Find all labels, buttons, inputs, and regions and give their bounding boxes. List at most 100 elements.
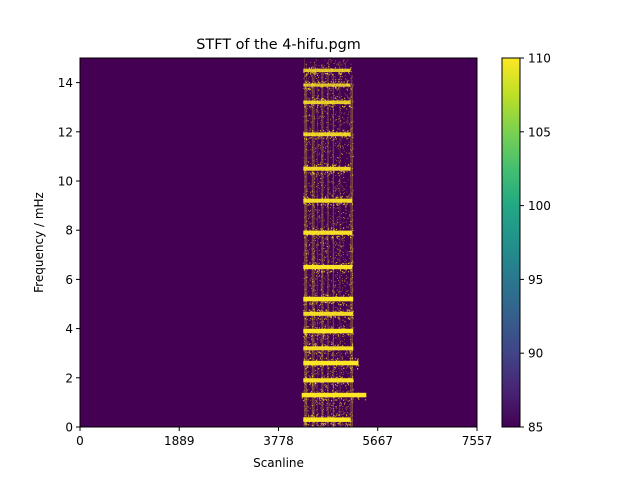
speckle xyxy=(309,198,311,199)
band-speckle xyxy=(309,383,311,385)
speckle xyxy=(338,423,340,425)
speckle xyxy=(332,227,334,228)
band-speckle xyxy=(348,380,350,382)
band-speckle xyxy=(352,333,354,335)
speckle xyxy=(309,302,311,303)
speckle xyxy=(334,284,336,286)
speckle xyxy=(311,106,312,107)
band-speckle xyxy=(318,351,320,353)
band-speckle xyxy=(304,333,306,335)
speckle xyxy=(350,301,352,303)
speckle xyxy=(309,384,310,386)
speckle xyxy=(324,384,326,385)
speckle xyxy=(341,223,343,225)
speckle xyxy=(305,292,306,294)
band-speckle xyxy=(332,302,334,304)
speckle xyxy=(313,240,314,241)
speckle xyxy=(317,172,319,174)
band-speckle xyxy=(337,423,339,425)
speckle xyxy=(328,227,329,229)
band-speckle xyxy=(303,195,305,198)
speckle xyxy=(344,272,346,274)
speckle xyxy=(310,149,312,151)
colorbar-tick-label: 85 xyxy=(528,421,543,435)
speckle xyxy=(318,328,320,330)
speckle xyxy=(320,321,322,323)
band-speckle xyxy=(318,309,320,311)
band-speckle xyxy=(343,367,345,369)
band-speckle xyxy=(330,229,332,231)
band-speckle xyxy=(319,381,321,383)
speckle xyxy=(344,322,346,324)
band-speckle xyxy=(327,346,329,348)
speckle xyxy=(310,194,311,195)
speckle xyxy=(339,242,341,244)
harmonic-band xyxy=(303,417,351,422)
band-speckle xyxy=(309,70,311,72)
band-speckle xyxy=(305,81,307,83)
speckle xyxy=(327,107,329,109)
band-speckle xyxy=(321,376,323,379)
band-speckle xyxy=(325,358,327,360)
band-speckle xyxy=(357,368,359,370)
band-speckle xyxy=(343,168,345,170)
speckle xyxy=(318,116,320,118)
speckle xyxy=(352,160,353,162)
speckle xyxy=(335,398,336,400)
band-speckle xyxy=(340,396,342,398)
speckle xyxy=(320,340,322,341)
band-speckle xyxy=(333,171,335,173)
speckle xyxy=(305,280,307,282)
band-speckle xyxy=(304,299,306,301)
band-speckle xyxy=(325,301,326,304)
speckle xyxy=(309,115,310,117)
speckle xyxy=(330,207,331,209)
speckle xyxy=(309,172,311,173)
speckle xyxy=(319,403,321,405)
speckle xyxy=(341,280,343,282)
speckle xyxy=(328,353,329,355)
speckle xyxy=(325,126,327,128)
speckle xyxy=(328,174,330,176)
speckle xyxy=(337,249,339,250)
band-speckle xyxy=(303,71,305,73)
band-speckle xyxy=(313,262,315,264)
speckle xyxy=(317,371,319,373)
speckle xyxy=(325,422,327,424)
speckle xyxy=(338,238,340,240)
speckle xyxy=(351,134,353,136)
speckle xyxy=(324,374,326,376)
speckle xyxy=(321,216,323,218)
band-speckle xyxy=(305,377,307,379)
speckle xyxy=(337,359,339,360)
speckle xyxy=(334,96,336,98)
band-speckle xyxy=(309,303,311,305)
speckle xyxy=(314,344,315,345)
speckle xyxy=(322,76,324,78)
speckle xyxy=(352,235,354,237)
speckle xyxy=(314,284,316,286)
speckle xyxy=(320,122,321,123)
speckle xyxy=(345,163,347,164)
speckle xyxy=(310,115,312,117)
speckle xyxy=(345,271,347,273)
band-speckle xyxy=(316,97,318,100)
speckle xyxy=(340,422,342,424)
band-speckle xyxy=(311,335,313,337)
speckle xyxy=(352,277,353,278)
speckle xyxy=(309,310,311,312)
band-speckle xyxy=(306,234,308,236)
speckle xyxy=(312,290,314,292)
band-speckle xyxy=(312,302,313,304)
speckle xyxy=(342,242,344,244)
speckle xyxy=(319,275,321,277)
speckle xyxy=(350,63,352,65)
band-speckle xyxy=(323,297,325,299)
speckle xyxy=(338,128,340,130)
speckle xyxy=(338,118,339,120)
band-speckle xyxy=(329,419,331,421)
band-speckle xyxy=(323,294,325,296)
band-speckle xyxy=(324,423,326,425)
speckle xyxy=(322,367,324,369)
band-speckle xyxy=(320,301,322,303)
